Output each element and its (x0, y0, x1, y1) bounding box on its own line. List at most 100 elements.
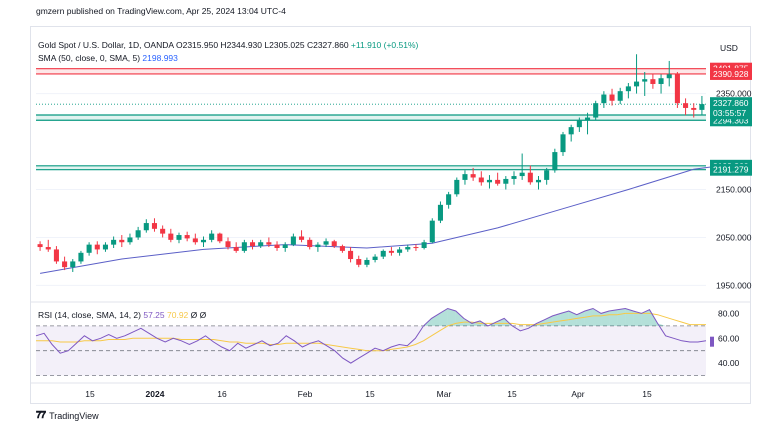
candle (568, 124, 574, 142)
candle (307, 237, 313, 250)
symbol-name: Gold Spot / U.S. Dollar, 1D, OANDA (38, 40, 174, 50)
open-label: O (175, 40, 183, 50)
rsi-overbought-fill (592, 308, 602, 326)
candle (78, 250, 84, 264)
candle-body (331, 241, 337, 247)
candle (421, 239, 427, 250)
publish-info: gmzern published on TradingView.com, Apr… (36, 6, 286, 16)
rsi-overbought-fill (633, 310, 642, 326)
candle-body (397, 249, 403, 253)
rsi-overbought-fill (609, 309, 618, 326)
candle-body (372, 256, 378, 260)
rsi-value: 57.25 (143, 310, 165, 320)
rsi-tick-label: 60.00 (718, 333, 740, 343)
candle (102, 242, 108, 252)
sma-line (40, 165, 719, 274)
candle-body (127, 237, 133, 243)
rsi-overbought-fill (641, 309, 650, 326)
candle (462, 170, 468, 185)
candle (160, 225, 166, 238)
rsi-overbought-fill (431, 313, 440, 326)
rsi-line (35, 307, 707, 364)
rsi-value-marker (710, 336, 714, 347)
candle (323, 238, 329, 248)
candle (356, 255, 362, 268)
candle (397, 247, 403, 256)
resistance-price-tag: 2390.928 (713, 69, 749, 79)
candle (217, 232, 223, 244)
price-legend: Gold Spot / U.S. Dollar, 1D, OANDA O2315… (38, 40, 418, 50)
candle-body (233, 247, 239, 251)
rsi-overbought-fill (560, 310, 569, 326)
price-tick-label: 2050.000 (716, 232, 752, 242)
candle (511, 171, 517, 185)
candle (348, 247, 354, 263)
candle-body (527, 172, 533, 183)
candle-body (405, 247, 411, 250)
candle (527, 165, 533, 185)
candle-body (274, 244, 280, 248)
rsi-overbought-fill (617, 308, 626, 326)
candle-body (176, 235, 182, 240)
candle (584, 112, 591, 135)
candle (45, 239, 51, 252)
candle (544, 167, 550, 185)
time-tick-label: 15 (365, 389, 375, 399)
candle-body (356, 259, 362, 265)
price-tick-label: 1950.000 (716, 280, 752, 290)
time-tick-label: Mar (437, 389, 452, 399)
rsi-overbought-fill (657, 323, 666, 326)
candle-body (209, 233, 215, 240)
candle (339, 244, 345, 253)
price-tick-label: 2150.000 (716, 184, 752, 194)
time-tick-label: 16 (217, 389, 227, 399)
candle-body (119, 239, 125, 243)
chart-frame[interactable] (30, 26, 751, 404)
candle-body (683, 103, 689, 108)
candle-body (576, 119, 582, 128)
candle-body (446, 194, 452, 205)
candle (299, 230, 305, 243)
candle-body (495, 179, 501, 184)
candle (266, 237, 272, 248)
candle (593, 100, 599, 120)
candle-body (184, 235, 190, 239)
candle-body (258, 242, 264, 247)
candle-body (503, 178, 509, 184)
resistance-price-tag-bg (710, 67, 752, 80)
candle-body (282, 244, 288, 248)
resistance-zone (36, 68, 706, 74)
candle (609, 88, 615, 106)
candle-body (160, 228, 166, 234)
rsi-overbought-fill (568, 310, 577, 326)
candle-body (593, 103, 599, 118)
candle-body (617, 91, 623, 101)
candle (151, 218, 158, 232)
time-tick-label: 15 (642, 389, 652, 399)
candle-body (699, 104, 705, 110)
candle-body (62, 261, 68, 268)
close-label: C (306, 40, 314, 50)
sma-label: SMA (50, close, 0, SMA, 5) (38, 53, 141, 63)
candle-body (437, 204, 443, 221)
candle (413, 244, 419, 251)
currency-label: USD (720, 43, 738, 53)
candle (176, 232, 182, 244)
candle (380, 249, 386, 260)
rsi-ma-value: 70.92 (167, 310, 189, 320)
candle (642, 71, 648, 96)
candle (454, 177, 460, 197)
candle-body (143, 223, 149, 231)
candle-body (511, 176, 517, 179)
candle (634, 54, 640, 94)
candle (470, 167, 476, 181)
candle (446, 191, 452, 209)
rsi-overbought-fill (552, 313, 561, 326)
rsi-overbought-fill (471, 320, 480, 326)
candle (437, 201, 443, 224)
candle (62, 256, 68, 271)
price-tick-label: 2350.000 (716, 89, 752, 99)
tradingview-branding[interactable]: 𝟕𝟕 TradingView (36, 410, 99, 421)
candle-body (102, 244, 108, 250)
